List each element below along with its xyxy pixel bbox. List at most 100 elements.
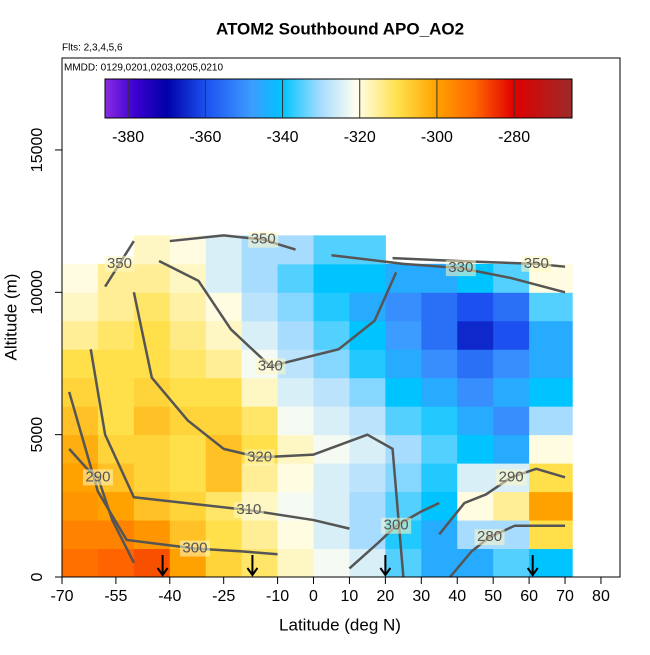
heat-cell [277, 406, 315, 436]
heat-cell [62, 434, 99, 464]
heat-cell [205, 263, 243, 293]
colorbar-tick-label: -360 [189, 129, 221, 146]
heat-cell [313, 292, 350, 322]
chart-title: ATOM2 Southbound APO_AO2 [216, 19, 464, 38]
heat-cell [133, 491, 171, 521]
heat-cell [277, 463, 315, 493]
heat-cell [133, 434, 171, 464]
heat-cell [421, 292, 458, 322]
heat-cell [421, 520, 458, 550]
heat-cell [97, 349, 135, 379]
heat-cell [241, 406, 279, 436]
heat-cell [421, 377, 458, 407]
heat-cell [457, 463, 494, 493]
heat-cell [349, 520, 386, 550]
heat-cell [385, 406, 422, 436]
heat-cell [457, 434, 494, 464]
x-tick-label: 70 [556, 588, 574, 605]
heat-cell [169, 434, 207, 464]
heat-cell [421, 548, 458, 578]
contour-label: 300 [384, 517, 409, 534]
contour-line [169, 234, 296, 251]
contour-label-bg [474, 529, 505, 546]
heat-cell [457, 349, 494, 379]
heat-cell [205, 548, 243, 578]
heat-cell [277, 235, 315, 265]
heat-cell [493, 491, 530, 521]
heat-cell [493, 320, 530, 350]
heat-cell [62, 320, 99, 350]
heat-cell [205, 406, 243, 436]
heat-cell [241, 263, 279, 293]
contour-label-bg [496, 469, 527, 486]
flight-arrow [379, 555, 392, 577]
heat-cell [277, 377, 315, 407]
x-tick-label: 30 [412, 588, 430, 605]
heat-cell [205, 235, 243, 265]
y-tick-label: 15000 [29, 128, 46, 173]
contour-line [438, 467, 566, 536]
heat-cell [133, 463, 171, 493]
heat-cell [97, 377, 135, 407]
heat-cell [529, 349, 573, 379]
contour-label-bg [445, 260, 476, 277]
heat-cell [62, 377, 99, 407]
heat-cell [385, 263, 422, 293]
arrow-head [379, 567, 392, 577]
heat-cell [349, 463, 386, 493]
heat-cell [241, 377, 279, 407]
x-tick-label: -55 [104, 588, 127, 605]
heat-cell [313, 406, 350, 436]
heat-cell [493, 548, 530, 578]
contour-label: 320 [247, 448, 272, 465]
heat-cell [529, 320, 573, 350]
contour-label: 300 [182, 539, 207, 556]
contour-label-bg [82, 469, 113, 486]
heat-cell [529, 292, 573, 322]
heat-cell [277, 263, 315, 293]
heat-cell [313, 377, 350, 407]
heat-cell [62, 491, 99, 521]
heat-cell [493, 406, 530, 436]
colorbar [104, 78, 573, 119]
heat-cell [421, 406, 458, 436]
contour-label: 350 [107, 255, 132, 272]
heat-cell [529, 520, 573, 550]
heat-cell [529, 377, 573, 407]
heat-cell [457, 377, 494, 407]
heat-cell [133, 320, 171, 350]
x-tick-label: 0 [309, 588, 318, 605]
heat-cell [529, 463, 573, 493]
heat-cell [62, 292, 99, 322]
heat-cell [421, 491, 458, 521]
flight-arrow [246, 555, 259, 577]
subtitle: Flts: 2,3,4,5,6 [62, 43, 123, 54]
heat-cell [385, 349, 422, 379]
contour-label-bg [248, 231, 279, 248]
x-tick-label: 80 [592, 588, 610, 605]
heat-cell [97, 320, 135, 350]
heat-cell [529, 548, 573, 578]
contour-label: 280 [477, 528, 502, 545]
colorbar-tick-label: -320 [344, 129, 376, 146]
heat-cell [169, 349, 207, 379]
heat-cell [169, 491, 207, 521]
heat-cell [349, 491, 386, 521]
heat-cell [97, 520, 135, 550]
x-tick-label: 50 [484, 588, 502, 605]
colorbar-tick-label: -280 [498, 129, 530, 146]
heat-cell [493, 349, 530, 379]
heat-cell [169, 292, 207, 322]
heat-cell [241, 292, 279, 322]
y-tick-label: 0 [29, 572, 46, 581]
heat-cell [169, 377, 207, 407]
heat-cell [205, 292, 243, 322]
heat-cell [385, 320, 422, 350]
heat-cell [133, 406, 171, 436]
heat-cell [529, 491, 573, 521]
arrow-head [526, 567, 539, 577]
contour-label: 290 [499, 468, 524, 485]
contour-label-bg [244, 449, 275, 466]
